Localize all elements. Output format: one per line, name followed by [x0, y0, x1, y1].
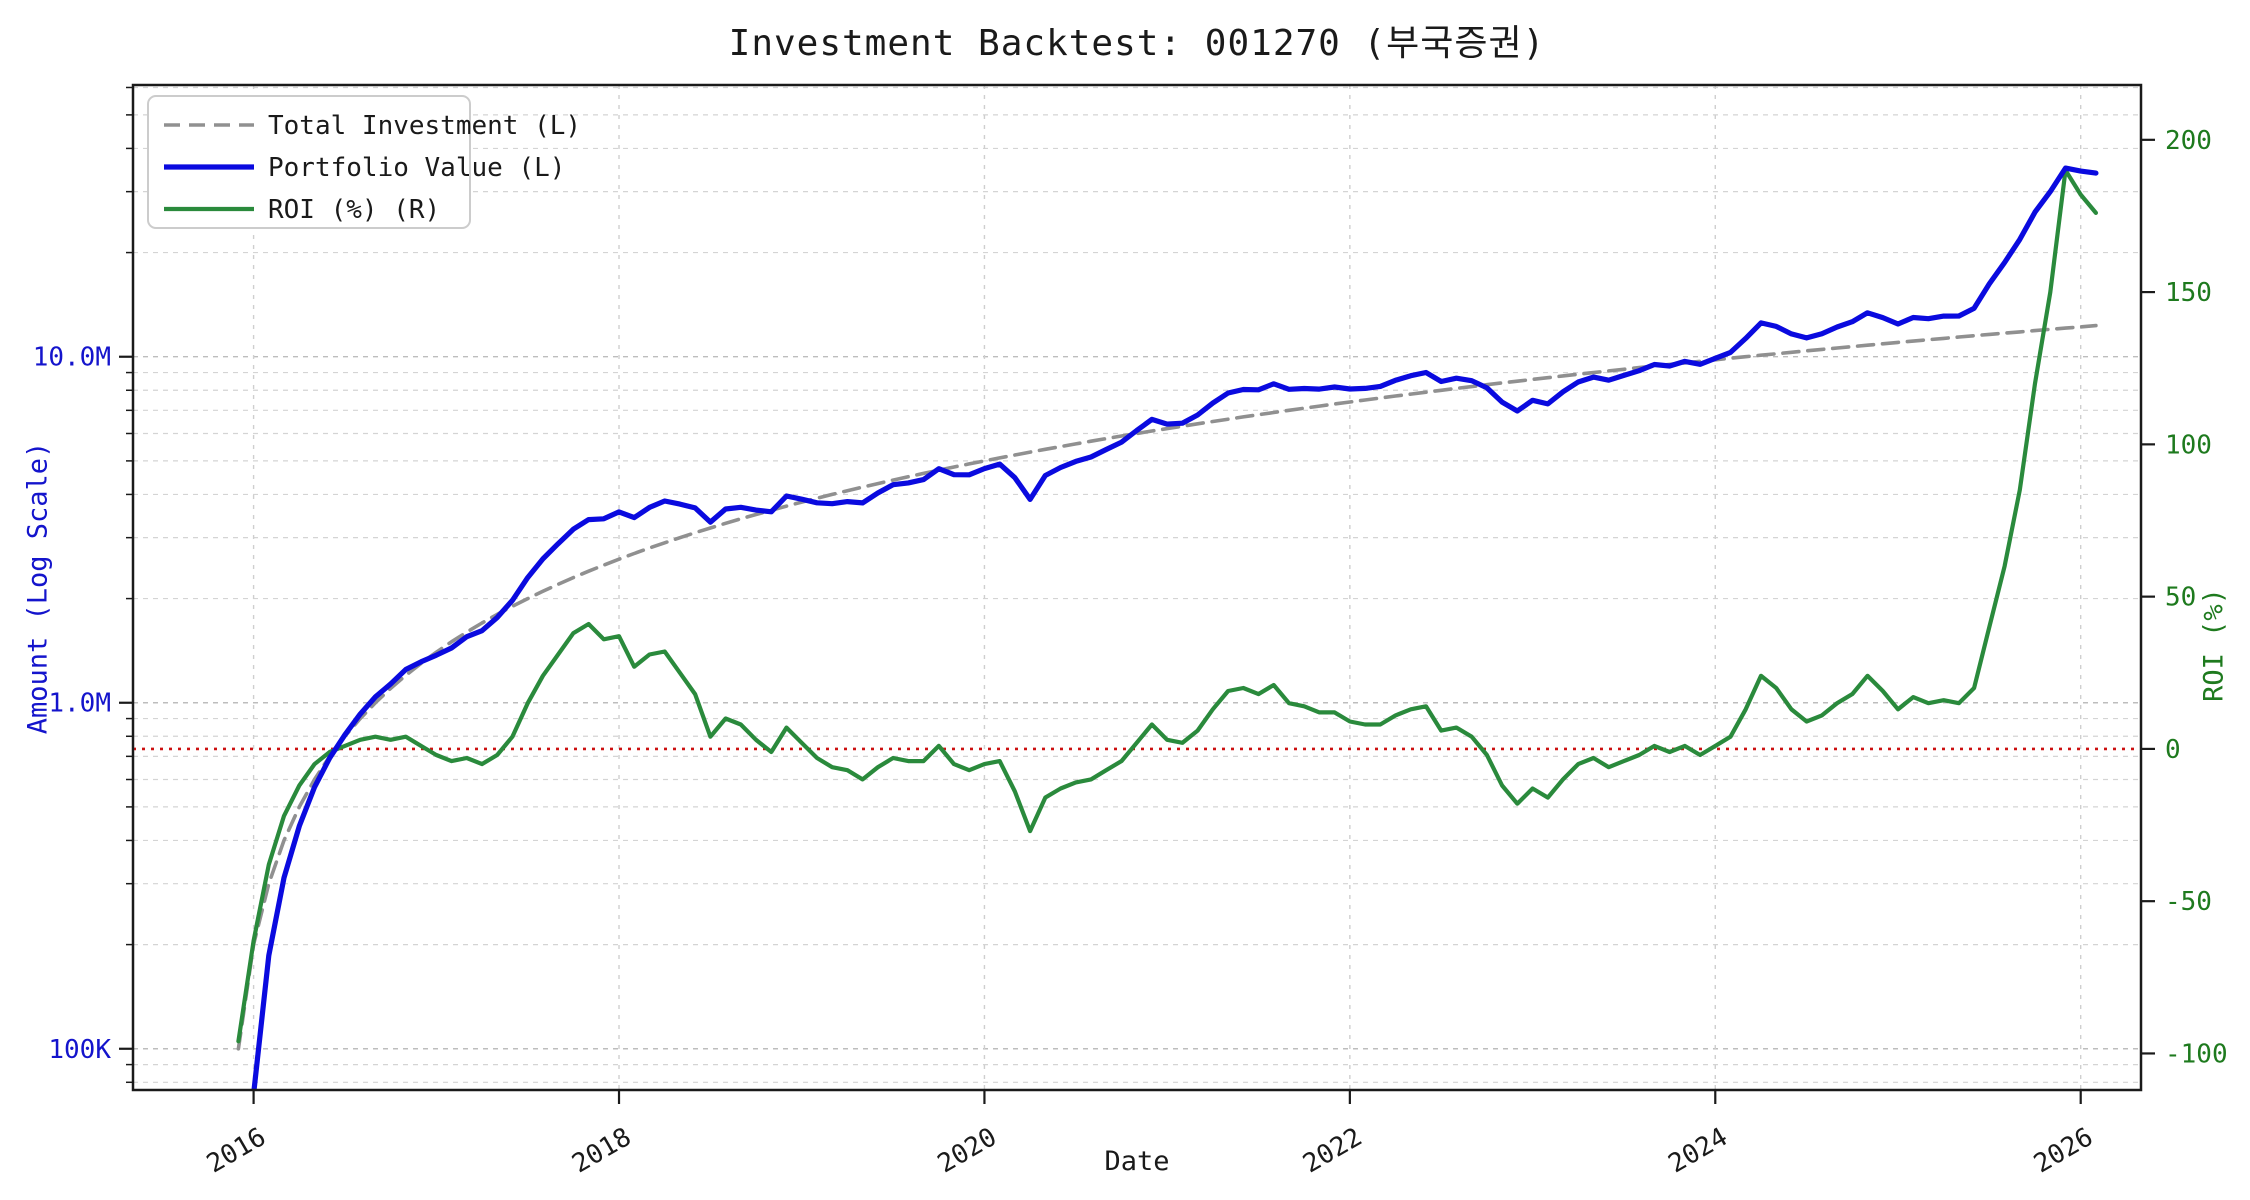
total-investment-line [236, 323, 2098, 1051]
y-right-tick-label: 50 [2165, 583, 2196, 613]
portfolio-value-line [251, 165, 2099, 1090]
legend-label: Total Investment (L) [268, 111, 581, 141]
y-right-axis-label: ROI (%) [2198, 588, 2230, 702]
x-axis-label: Date [1104, 1146, 1170, 1177]
y-right-tick-label: -100 [2165, 1039, 2228, 1069]
y-right-tick-label: 150 [2165, 278, 2212, 308]
chart-title: Investment Backtest: 001270 (부국증권) [728, 23, 1546, 64]
y-left-axis-label: Amount (Log Scale) [22, 441, 54, 735]
plot-border [131, 83, 2143, 1092]
legend-label: Portfolio Value (L) [268, 153, 565, 183]
legend-box [147, 95, 471, 229]
roi-line [236, 168, 2098, 1044]
y-right-tick-label: 0 [2165, 735, 2181, 765]
y-right-tick-label: -50 [2165, 887, 2212, 917]
y-left-tick-label: 100K [48, 1035, 111, 1065]
y-right-tick-label: 100 [2165, 430, 2212, 460]
legend-label: ROI (%) (R) [268, 195, 440, 225]
y-right-tick-label: 200 [2165, 126, 2212, 156]
y-left-tick-label: 10.0M [33, 343, 111, 373]
y-left-tick-label: 1.0M [48, 689, 111, 719]
